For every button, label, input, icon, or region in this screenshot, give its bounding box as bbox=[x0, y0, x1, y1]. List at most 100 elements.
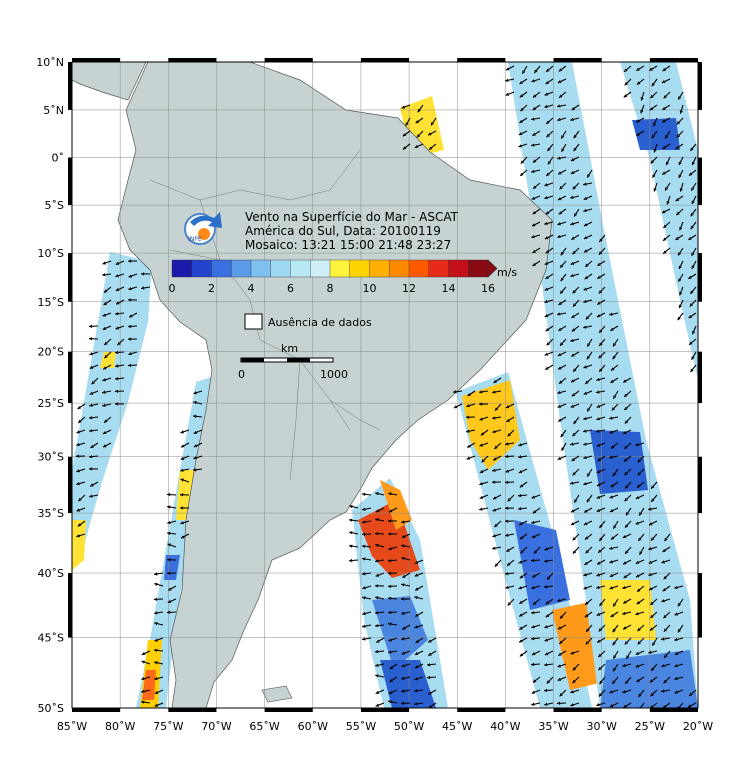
lon-label: 40˚W bbox=[490, 720, 520, 733]
wind-arrow-head bbox=[560, 342, 564, 346]
lon-label: 85˚W bbox=[57, 720, 87, 733]
wind-arrow-head bbox=[623, 600, 627, 604]
wind-arrow-head bbox=[544, 688, 548, 693]
wind-arrow-head bbox=[89, 454, 93, 459]
wind-arrow-head bbox=[598, 251, 603, 255]
wind-arrow-head bbox=[154, 648, 158, 652]
wind-arrow-head bbox=[479, 402, 483, 406]
wind-arrow-head bbox=[557, 404, 562, 408]
swath-argentina-blue2 bbox=[380, 660, 436, 708]
wind-arrow-head bbox=[586, 498, 590, 503]
wind-arrow-head bbox=[193, 391, 197, 395]
wind-arrow-head bbox=[558, 652, 562, 656]
wind-arrow-head bbox=[557, 80, 562, 84]
wind-arrow-head bbox=[193, 430, 198, 434]
wind-arrow-head bbox=[663, 250, 667, 254]
wind-arrow-head bbox=[376, 639, 380, 643]
wind-arrow-head bbox=[103, 444, 107, 448]
wind-arrow-head bbox=[596, 508, 601, 512]
wind-arrow-head bbox=[78, 419, 82, 423]
wind-arrow-head bbox=[414, 625, 418, 629]
wind-arrow-head bbox=[480, 432, 485, 436]
wind-arrow-head bbox=[585, 641, 590, 645]
wind-arrow-head bbox=[89, 494, 93, 498]
wind-arrow-head bbox=[545, 250, 550, 254]
colorbar-segment bbox=[329, 259, 351, 278]
wind-arrow-head bbox=[558, 68, 563, 72]
lon-label: 25˚W bbox=[635, 720, 665, 733]
wind-arrow-head bbox=[102, 378, 106, 382]
wind-arrow-head bbox=[651, 134, 655, 139]
wind-arrow-head bbox=[115, 377, 119, 381]
wind-arrow-head bbox=[557, 117, 561, 122]
wind-arrow-head bbox=[622, 430, 627, 435]
wind-arrow-head bbox=[414, 651, 419, 655]
wind-arrow-head bbox=[560, 251, 564, 256]
wind-arrow-head bbox=[557, 701, 561, 705]
wind-arrow-head bbox=[596, 703, 600, 707]
wind-arrow-head bbox=[102, 403, 106, 407]
wind-arrow-head bbox=[598, 628, 603, 632]
lat-label: 40˚S bbox=[38, 567, 64, 580]
title-line-2: América do Sul, Data: 20100119 bbox=[245, 224, 441, 238]
wind-arrow-head bbox=[388, 509, 393, 513]
wind-arrow-head bbox=[612, 680, 616, 684]
wind-arrow-head bbox=[661, 210, 666, 214]
wind-arrow-head bbox=[519, 639, 523, 643]
frame-tick bbox=[68, 351, 72, 404]
wind-arrow-head bbox=[570, 195, 574, 199]
wind-arrow-head bbox=[518, 586, 522, 590]
wind-arrow-head bbox=[572, 667, 577, 671]
wind-arrow-head bbox=[583, 223, 588, 227]
wind-arrow-head bbox=[505, 519, 509, 523]
wind-arrow-head bbox=[612, 628, 616, 633]
wind-arrow-head bbox=[430, 121, 435, 126]
wind-arrow-head bbox=[546, 120, 550, 124]
wind-arrow-head bbox=[688, 236, 692, 240]
no-data-swatch bbox=[244, 313, 263, 330]
wind-arrow-head bbox=[570, 261, 575, 265]
scale-unit: km bbox=[281, 342, 298, 355]
wind-arrow-head bbox=[587, 408, 591, 412]
wind-arrow-head bbox=[167, 610, 171, 615]
wind-arrow-head bbox=[415, 587, 419, 591]
wind-arrow-head bbox=[63, 480, 66, 483]
wind-arrow-head bbox=[414, 144, 419, 148]
wind-arrow-head bbox=[572, 303, 577, 307]
wind-arrow-head bbox=[505, 442, 509, 446]
wind-arrow-head bbox=[401, 651, 406, 655]
wind-arrow-head bbox=[429, 146, 433, 150]
wind-arrow-head bbox=[585, 263, 589, 267]
wind-arrow-head bbox=[637, 459, 642, 463]
wind-arrow-head bbox=[652, 642, 656, 646]
wind-arrow-head bbox=[597, 262, 601, 266]
wind-arrow-head bbox=[571, 314, 575, 318]
wind-arrow-head bbox=[599, 329, 603, 333]
wind-arrow-head bbox=[518, 455, 522, 459]
frame-tick bbox=[457, 708, 506, 712]
wind-arrow-head bbox=[587, 473, 591, 477]
wind-arrow-head bbox=[624, 471, 628, 476]
wind-arrow-head bbox=[193, 468, 197, 472]
wind-arrow-head bbox=[89, 429, 93, 433]
wind-arrow-head bbox=[544, 299, 548, 304]
wind-arrow-head bbox=[596, 443, 601, 447]
wind-arrow-head bbox=[128, 324, 132, 329]
wind-arrow-head bbox=[193, 414, 197, 418]
wind-arrow-head bbox=[479, 495, 484, 499]
wind-arrow-head bbox=[545, 275, 549, 279]
wind-arrow-head bbox=[103, 301, 108, 306]
colorbar bbox=[171, 259, 498, 278]
wind-arrow-head bbox=[388, 532, 392, 536]
wind-arrow-head bbox=[610, 445, 615, 449]
wind-arrow-head bbox=[572, 679, 576, 684]
wind-arrow-head bbox=[180, 493, 184, 497]
wind-arrow-head bbox=[76, 534, 80, 538]
wind-arrow-head bbox=[388, 547, 392, 551]
wind-arrow-head bbox=[610, 379, 614, 383]
wind-arrow-head bbox=[609, 704, 614, 708]
wind-arrow-head bbox=[651, 498, 655, 502]
wind-arrow-head bbox=[531, 143, 535, 147]
wind-arrow-head bbox=[89, 324, 93, 328]
wind-arrow-head bbox=[388, 519, 392, 523]
